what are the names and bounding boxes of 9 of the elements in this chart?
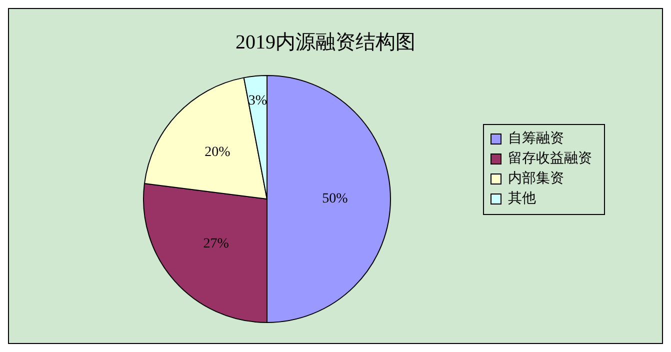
legend-label: 内部集资 xyxy=(508,170,564,187)
legend-label: 自筹融资 xyxy=(508,130,564,147)
legend-label: 其他 xyxy=(508,190,536,207)
data-label: 20% xyxy=(204,145,231,160)
data-label: 27% xyxy=(203,236,230,252)
data-label: 50% xyxy=(322,192,348,207)
legend-label: 留存收益融资 xyxy=(508,150,592,167)
data-label: 3% xyxy=(248,93,268,108)
chart-title: 2019内源融资结构图 xyxy=(236,31,416,54)
